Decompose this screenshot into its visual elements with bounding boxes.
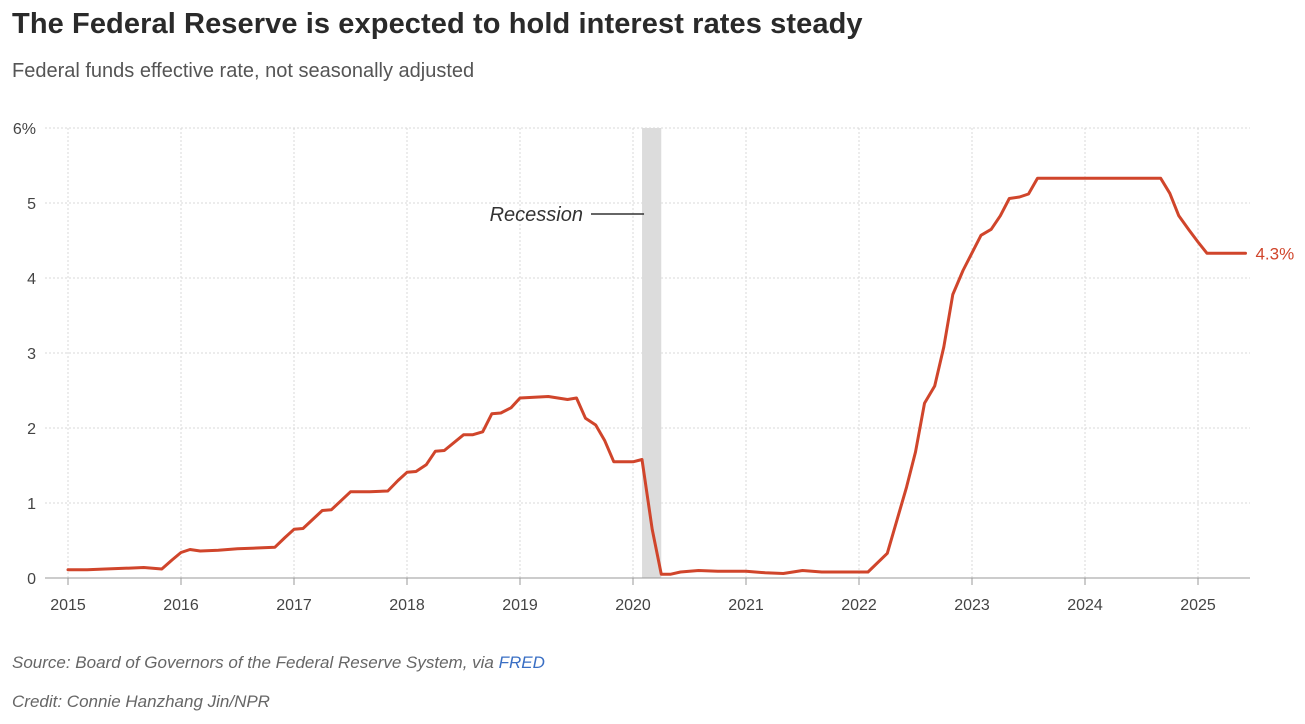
- x-tick-label: 2018: [389, 597, 425, 614]
- source-text: Source: Board of Governors of the Federa…: [12, 653, 499, 672]
- y-tick-label: 4: [27, 271, 36, 288]
- end-value-label: 4.3%: [1255, 244, 1294, 263]
- chart-subtitle: Federal funds effective rate, not season…: [12, 60, 475, 82]
- y-tick-label: 6%: [13, 121, 36, 138]
- y-tick-label: 2: [27, 421, 36, 438]
- x-tick-label: 2016: [163, 597, 199, 614]
- y-tick-labels: 0 1 2 3 4 5 6%: [13, 121, 36, 588]
- chart-title: The Federal Reserve is expected to hold …: [12, 8, 863, 40]
- x-tick-label: 2020: [615, 597, 651, 614]
- line-chart: 0 1 2 3 4 5 6% 2015 2016 2017 2018 2019 2020 2021 202…: [13, 121, 1295, 614]
- x-gridlines: [67, 128, 1199, 585]
- x-tick-label: 2025: [1180, 597, 1216, 614]
- recession-band-group: [642, 128, 662, 578]
- y-tick-label: 5: [27, 196, 36, 213]
- annotations: Recession 4.3%: [490, 204, 1295, 263]
- series-group: [66, 176, 1247, 576]
- x-tick-labels: 2015 2016 2017 2018 2019 2020 2021 2022 2023 2024…: [50, 597, 1216, 614]
- x-tick-label: 2024: [1067, 597, 1103, 614]
- x-tick-label: 2022: [841, 597, 877, 614]
- y-gridlines: [45, 127, 1250, 504]
- y-tick-label: 3: [27, 346, 36, 363]
- y-tick-label: 1: [27, 496, 36, 513]
- x-tick-label: 2017: [276, 597, 312, 614]
- y-tick-label: 0: [27, 571, 36, 588]
- recession-label: Recession: [490, 204, 583, 226]
- x-tick-label: 2015: [50, 597, 86, 614]
- credit-note: Credit: Connie Hanzhang Jin/NPR: [12, 692, 270, 711]
- source-note: Source: Board of Governors of the Federa…: [12, 653, 545, 673]
- x-tick-label: 2023: [954, 597, 990, 614]
- rate-line: [66, 176, 1247, 576]
- fred-link[interactable]: FRED: [498, 653, 545, 672]
- x-tick-label: 2019: [502, 597, 538, 614]
- recession-band: [642, 128, 662, 578]
- x-tick-label: 2021: [728, 597, 764, 614]
